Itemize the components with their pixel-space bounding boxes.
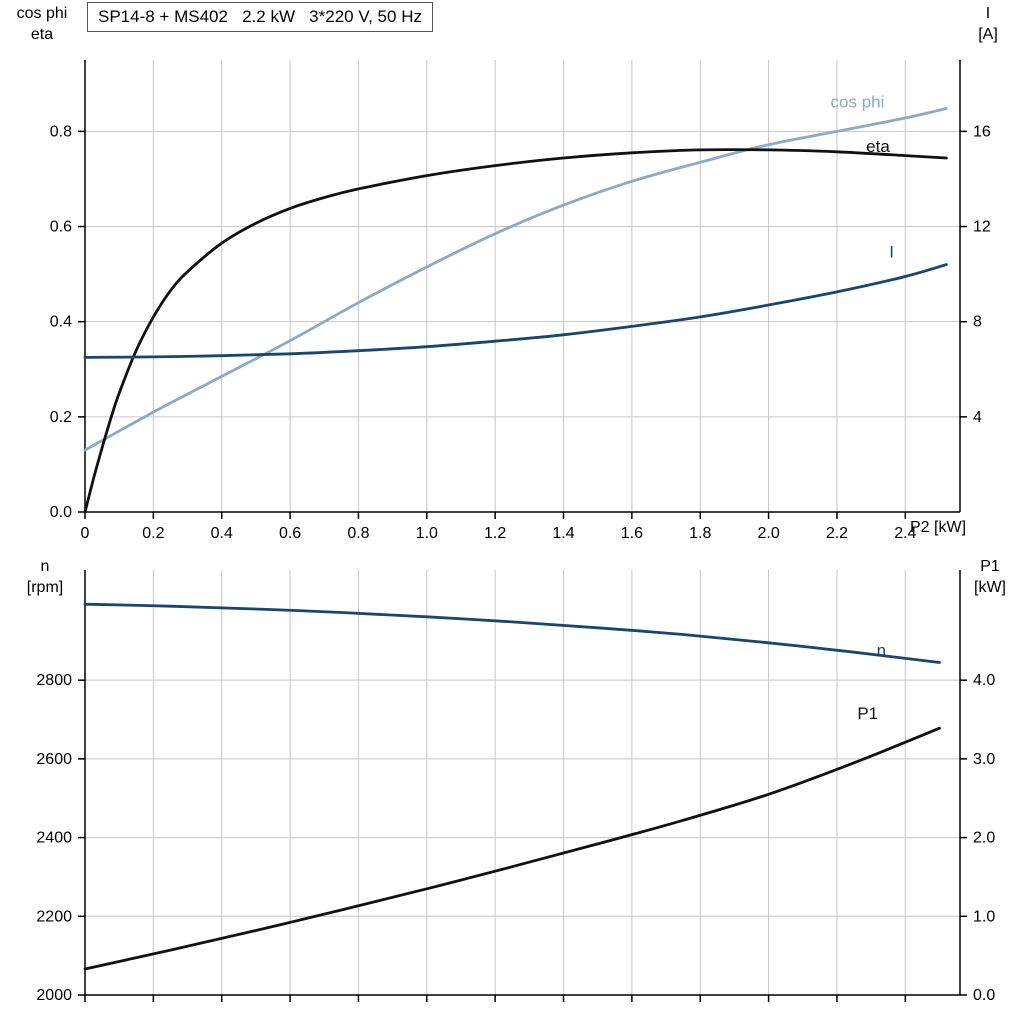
x-tick-label: 0.2 <box>142 525 164 542</box>
x-tick-label: 1.4 <box>552 525 574 542</box>
series-curve-cos-phi <box>83 107 948 452</box>
y-tick-label-right: 3.0 <box>973 751 995 768</box>
y-tick-label-left: 0.6 <box>50 219 72 236</box>
y-tick-label-right: 16 <box>973 123 991 140</box>
bottom-chart-left-axis-title: n [rpm] <box>2 556 88 598</box>
x-tick-label: 1.6 <box>621 525 643 542</box>
left-axis-name-speed: n <box>40 558 50 575</box>
left-axis-unit-cosphi: cos phi <box>16 5 68 22</box>
y-tick-label-left: 0.4 <box>50 314 72 331</box>
x-tick-label: 0 <box>81 525 90 542</box>
y-tick-label-left: 0.8 <box>50 123 72 140</box>
x-tick-label: 1.0 <box>416 525 438 542</box>
y-tick-label-right: 2.0 <box>973 830 995 847</box>
curve-label-i: I <box>889 242 894 261</box>
series-curve-eta <box>83 148 948 514</box>
y-tick-label-left: 2000 <box>36 987 72 1004</box>
right-axis-name-current: I <box>985 5 991 22</box>
left-axis-unit-rpm: [rpm] <box>26 579 64 596</box>
x-tick-label: 0.4 <box>211 525 233 542</box>
top-chart-left-axis-title: cos phi eta <box>2 3 82 45</box>
y-tick-label-left: 2200 <box>36 908 72 925</box>
x-tick-label: 2.2 <box>826 525 848 542</box>
curve-label-n: n <box>877 641 886 660</box>
series-curve-p1 <box>83 726 941 971</box>
bottom-chart-right-axis-title: P1 [kW] <box>958 556 1022 598</box>
y-tick-label-right: 4 <box>973 409 982 426</box>
x-tick-label: 1.8 <box>689 525 711 542</box>
x-tick-label: 0.8 <box>347 525 369 542</box>
x-tick-label: 2.4 <box>894 525 916 542</box>
y-tick-label-left: 2400 <box>36 830 72 847</box>
y-tick-label-right: 0.0 <box>973 987 995 1004</box>
y-tick-label-right: 8 <box>973 314 982 331</box>
y-tick-label-right: 1.0 <box>973 908 995 925</box>
x-tick-label: 0.6 <box>279 525 301 542</box>
curve-label-cos-phi: cos phi <box>831 93 885 112</box>
x-axis-label: P2 [kW] <box>910 519 967 536</box>
chart-title: SP14-8 + MS402 2.2 kW 3*220 V, 50 Hz <box>87 2 433 32</box>
y-tick-label-left: 2800 <box>36 672 72 689</box>
y-tick-label-left: 2600 <box>36 751 72 768</box>
y-tick-label-right: 12 <box>973 219 991 236</box>
series-curve-n <box>83 602 941 664</box>
y-tick-label-left: 0.0 <box>50 504 72 521</box>
right-axis-unit-kw: [kW] <box>974 579 1006 596</box>
y-tick-label-right: 4.0 <box>973 672 995 689</box>
left-axis-unit-eta: eta <box>30 26 54 43</box>
curve-label-p1: P1 <box>857 704 878 723</box>
x-tick-label: 1.2 <box>484 525 506 542</box>
series-curve-i <box>83 263 948 359</box>
curve-label-eta: eta <box>866 137 890 156</box>
y-tick-label-left: 0.2 <box>50 409 72 426</box>
top-chart-right-axis-title: I [A] <box>956 3 1020 45</box>
right-axis-name-p1: P1 <box>980 558 1000 575</box>
right-axis-unit-amps: [A] <box>978 26 998 43</box>
x-tick-label: 2.0 <box>757 525 779 542</box>
